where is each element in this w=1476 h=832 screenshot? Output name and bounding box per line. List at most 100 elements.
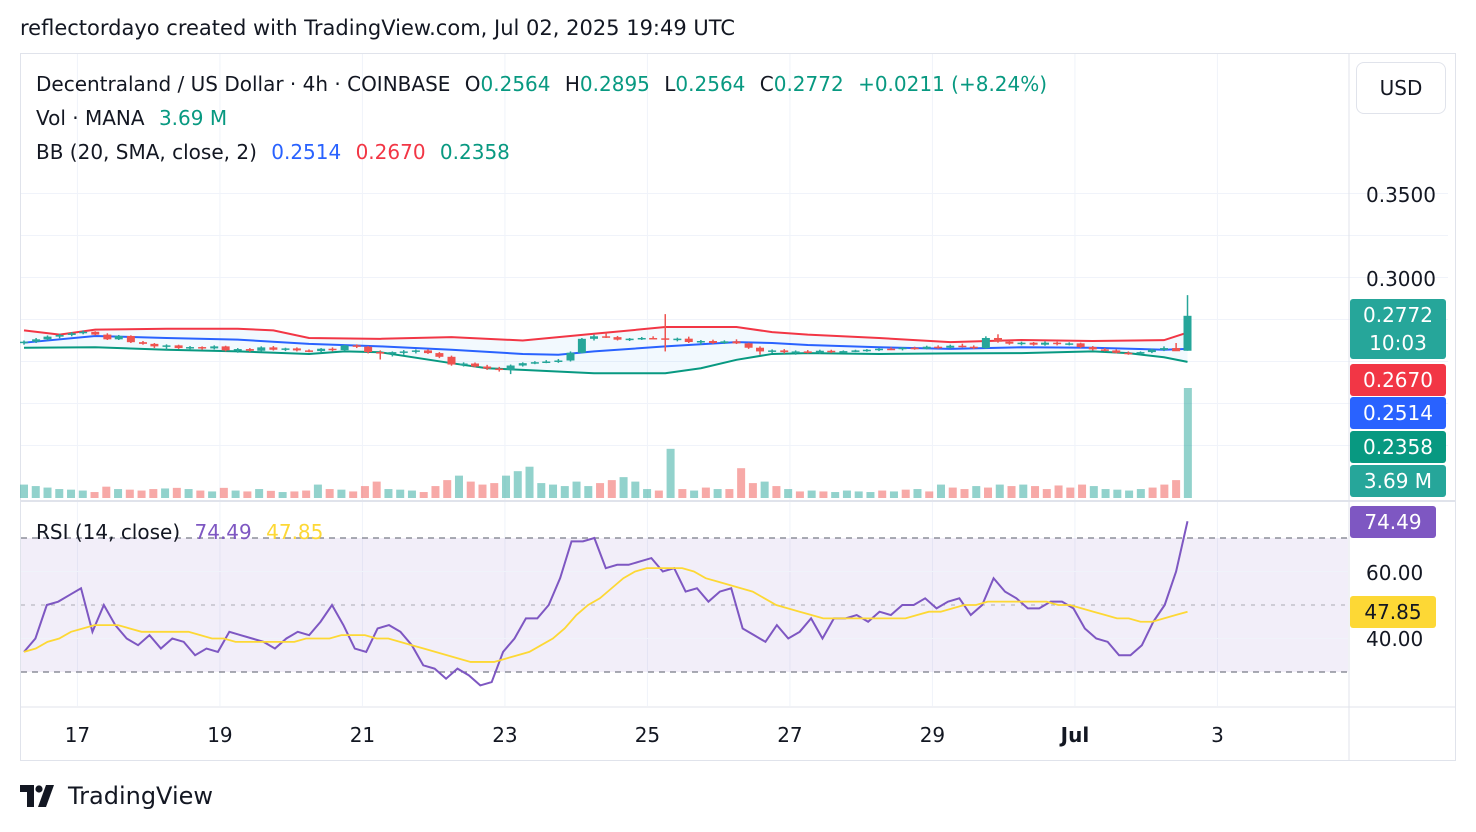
low-value: 0.2564	[675, 72, 746, 96]
candle-body	[518, 363, 527, 366]
candle-body	[993, 337, 1002, 342]
candle-body	[720, 341, 729, 344]
candle-body	[388, 352, 397, 354]
candle-body	[827, 350, 836, 353]
candle-body	[768, 350, 777, 352]
candle-body	[20, 341, 28, 344]
candle-body	[317, 348, 326, 352]
tradingview-logo[interactable]: TradingView	[20, 782, 213, 810]
volume-label[interactable]: Vol · MANA	[36, 106, 145, 130]
candle-body	[744, 343, 753, 348]
volume-bar	[995, 484, 1004, 498]
rsi-value: 74.49	[194, 520, 252, 544]
volume-bar	[1125, 490, 1134, 498]
volume-bar	[948, 487, 957, 498]
rsi-ma-tag: 47.85	[1350, 596, 1436, 628]
volume-bar	[842, 490, 851, 498]
chart-credit: reflectordayo created with TradingView.c…	[20, 16, 736, 40]
high-label: H	[564, 72, 580, 96]
candle-body	[649, 337, 658, 340]
volume-bar	[1148, 487, 1157, 498]
candle-body	[554, 360, 563, 362]
volume-bar	[478, 484, 487, 498]
symbol-title[interactable]: Decentraland / US Dollar · 4h · COINBASE	[36, 72, 451, 96]
rsi-tag: 74.49	[1350, 506, 1436, 538]
candle-body	[79, 331, 88, 334]
high-value: 0.2895	[579, 72, 650, 96]
volume-bar	[43, 487, 52, 498]
candle-body	[542, 361, 551, 363]
chart-frame	[20, 53, 1456, 761]
candle-body	[708, 341, 717, 344]
rsi-label[interactable]: RSI (14, close)	[36, 520, 181, 544]
volume-bar	[20, 484, 28, 498]
volume-bar	[31, 486, 40, 498]
volume-bar	[208, 491, 217, 498]
candle-body	[839, 351, 848, 353]
bb-upper-tag: 0.2670	[1350, 364, 1446, 396]
candle-body	[922, 346, 931, 349]
tradingview-logo-icon	[20, 785, 54, 807]
volume-bar	[502, 475, 511, 498]
candle-body	[898, 347, 907, 350]
volume-bar	[584, 486, 593, 498]
candle-body	[162, 345, 171, 347]
bb-label[interactable]: BB (20, SMA, close, 2)	[36, 140, 257, 164]
volume-value: 3.69 M	[158, 106, 228, 130]
candle-body	[1005, 341, 1014, 344]
volume-bar	[1031, 486, 1040, 498]
candle-body	[435, 353, 444, 357]
volume-bar	[1089, 486, 1098, 498]
x-tick: 27	[777, 723, 803, 747]
volume-bar	[266, 490, 275, 498]
candle-body	[43, 336, 52, 340]
volume-bar	[737, 468, 746, 498]
volume-bar	[196, 490, 205, 498]
candle-body	[815, 350, 824, 353]
candle-body	[958, 345, 967, 348]
candle-body	[138, 342, 147, 344]
rsi-tick-40: 40.00	[1366, 627, 1424, 651]
volume-bar	[913, 489, 922, 498]
bb-lower-tag: 0.2358	[1350, 431, 1446, 463]
candle-body	[495, 368, 504, 371]
volume-bar	[161, 488, 170, 498]
volume-bar	[631, 481, 640, 498]
volume-bar	[1183, 388, 1192, 498]
volume-bar	[125, 489, 134, 498]
candle-body	[150, 343, 159, 347]
candle-body	[292, 348, 301, 351]
candle-body	[1183, 315, 1192, 351]
volume-bar	[1078, 484, 1087, 498]
candle-body	[281, 348, 290, 350]
volume-bar	[443, 480, 452, 498]
candle-body	[602, 336, 611, 338]
change-value: +0.0211 (+8.24%)	[858, 72, 1048, 96]
currency-button[interactable]: USD	[1356, 62, 1446, 114]
candle-body	[1147, 349, 1156, 353]
candle-body	[1136, 352, 1145, 354]
volume-bar	[643, 489, 652, 498]
x-tick: 29	[919, 723, 946, 747]
volume-bar	[748, 483, 757, 498]
candle-body	[684, 338, 693, 343]
volume-bar	[1007, 486, 1016, 498]
volume-bar	[102, 486, 111, 498]
volume-bar	[972, 486, 981, 498]
volume-bar	[666, 448, 675, 498]
bb-basis-tag: 0.2514	[1350, 397, 1446, 429]
x-tick: 19	[207, 723, 233, 747]
candle-body	[780, 350, 789, 353]
open-label: O	[464, 72, 481, 96]
bb-basis-line	[23, 334, 1188, 356]
volume-bar	[572, 481, 581, 498]
candle-body	[126, 335, 135, 343]
candle-body	[637, 337, 646, 340]
rsi-tick-60: 60.00	[1366, 561, 1424, 585]
last-price-value: 0.2772	[1363, 303, 1433, 327]
candle-body	[423, 350, 432, 354]
volume-bar	[419, 492, 428, 498]
volume-bar	[960, 489, 969, 498]
low-label: L	[664, 72, 676, 96]
